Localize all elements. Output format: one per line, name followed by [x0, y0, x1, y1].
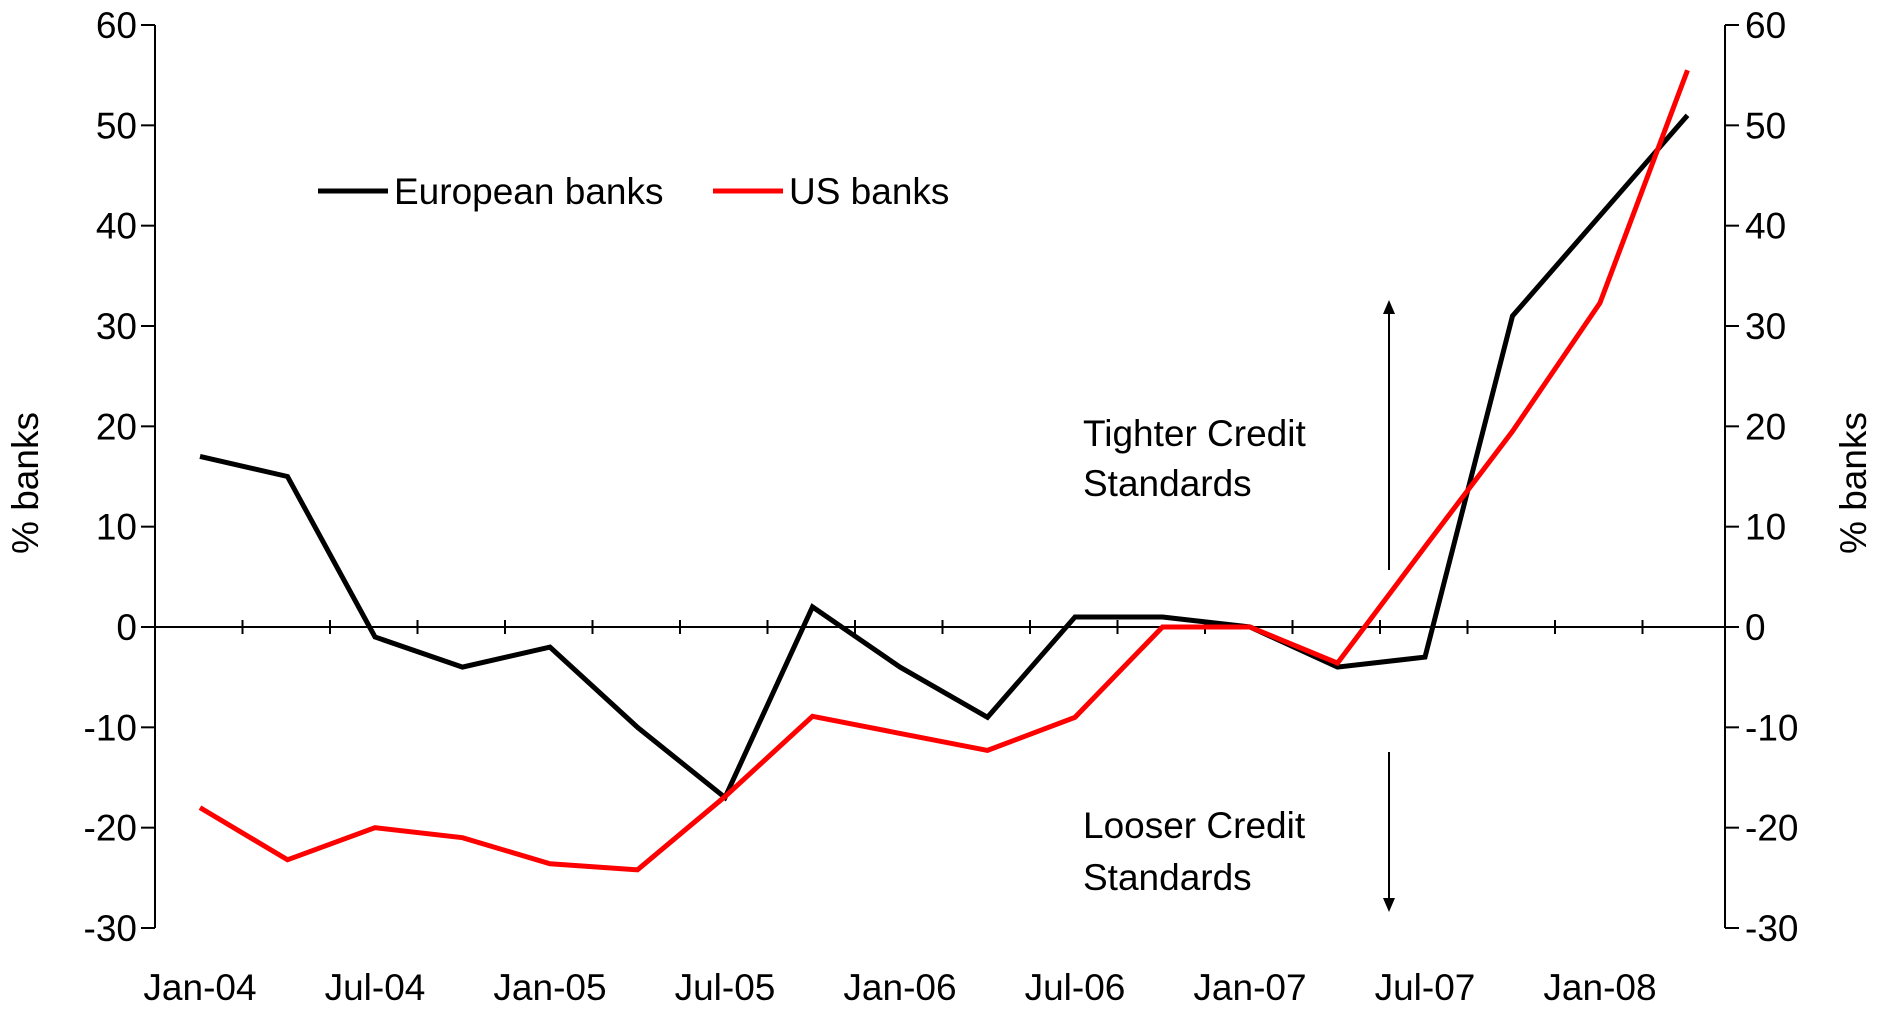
- right-y-tick-label: -20: [1745, 808, 1798, 849]
- x-tick-label: Jul-05: [675, 967, 776, 1008]
- x-tick-label: Jan-04: [143, 967, 256, 1008]
- legend: European banks US banks: [318, 171, 949, 212]
- x-tick-label: Jan-05: [493, 967, 606, 1008]
- legend-label-us: US banks: [789, 171, 949, 212]
- right-y-tick-label: -30: [1745, 908, 1798, 949]
- legend-label-european: European banks: [394, 171, 663, 212]
- annotation-looser-line1: Looser Credit: [1083, 805, 1306, 846]
- annotation-looser-line2: Standards: [1083, 857, 1252, 898]
- left-y-tick-label: -20: [84, 808, 137, 849]
- left-y-ticks: -30 -20 -10 0 10 20 30 40 50 60: [84, 5, 155, 949]
- right-y-ticks: -30 -20 -10 0 10 20 30 40 50 60: [1725, 5, 1798, 949]
- series-lines: [198, 69, 1690, 873]
- annotation-tighter-line2: Standards: [1083, 463, 1252, 504]
- right-y-tick-label: 20: [1745, 406, 1786, 447]
- x-tick-label: Jul-06: [1025, 967, 1126, 1008]
- series-line-european-banks: [199, 113, 1690, 802]
- y-axis-title-left: % banks: [5, 412, 46, 554]
- arrow-down-icon: [1383, 898, 1395, 912]
- left-y-tick-label: 50: [96, 105, 137, 146]
- left-y-tick-label: 30: [96, 306, 137, 347]
- right-y-tick-label: 30: [1745, 306, 1786, 347]
- x-tick-label: Jan-07: [1193, 967, 1306, 1008]
- x-tick-label: Jan-08: [1543, 967, 1656, 1008]
- x-ticks: [241, 620, 1644, 634]
- left-y-tick-label: 60: [96, 5, 137, 46]
- y-axis-title-right: % banks: [1833, 412, 1874, 554]
- right-y-tick-label: 50: [1745, 105, 1786, 146]
- right-y-tick-label: 10: [1745, 507, 1786, 548]
- annotation-looser: Looser Credit Standards: [1083, 752, 1395, 912]
- x-tick-labels: Jan-04 Jul-04 Jan-05 Jul-05 Jan-06 Jul-06 Jan-…: [143, 967, 1656, 1008]
- x-tick-label: Jan-06: [843, 967, 956, 1008]
- arrow-up-icon: [1383, 300, 1395, 314]
- left-y-tick-label: 0: [116, 607, 137, 648]
- annotation-tighter-line1: Tighter Credit: [1083, 413, 1306, 454]
- x-tick-label: Jul-04: [325, 967, 426, 1008]
- series-line-us-banks: [198, 69, 1690, 873]
- annotation-tighter: Tighter Credit Standards: [1083, 300, 1395, 570]
- right-y-tick-label: -10: [1745, 707, 1798, 748]
- right-y-tick-label: 60: [1745, 5, 1786, 46]
- right-y-tick-label: 0: [1745, 607, 1766, 648]
- left-y-tick-label: 10: [96, 507, 137, 548]
- x-tick-label: Jul-07: [1375, 967, 1476, 1008]
- left-y-tick-label: 20: [96, 406, 137, 447]
- left-y-tick-label: 40: [96, 206, 137, 247]
- left-y-tick-label: -10: [84, 707, 137, 748]
- left-y-tick-label: -30: [84, 908, 137, 949]
- right-y-tick-label: 40: [1745, 206, 1786, 247]
